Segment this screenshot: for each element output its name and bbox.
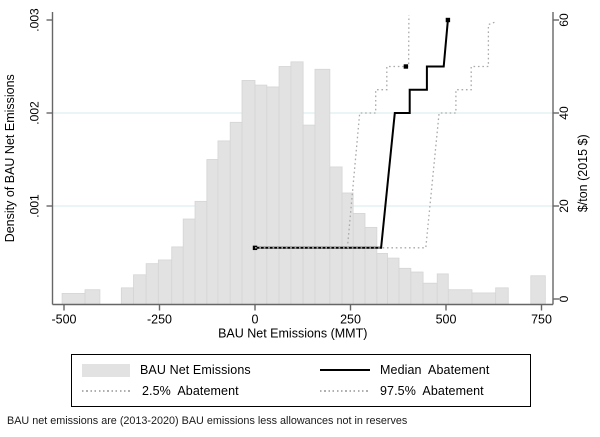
x-tick-label: -250 <box>147 313 172 327</box>
legend: BAU Net Emissions Median Abatement 2.5% … <box>71 354 531 407</box>
x-tick-label: 500 <box>436 313 457 327</box>
chart-footnote: BAU net emissions are (2013-2020) BAU em… <box>7 415 408 427</box>
abatement-band-line-1 <box>255 15 410 249</box>
histogram-bar <box>206 159 219 305</box>
y-right-tick-label: 40 <box>557 106 571 120</box>
legend-label: 97.5% Abatement <box>380 384 484 398</box>
legend-item-2-5-abatement: 2.5% Abatement <box>82 384 320 398</box>
line-marker <box>445 17 451 23</box>
x-axis-title: BAU Net Emissions (MMT) <box>218 327 367 341</box>
histogram-swatch-icon <box>82 363 130 377</box>
legend-item-median-abatement: Median Abatement <box>320 363 530 377</box>
solid-line-icon <box>320 369 370 371</box>
histogram-bar <box>290 61 304 305</box>
legend-item-97-5-abatement: 97.5% Abatement <box>320 384 530 398</box>
y-right-tick-label: 0 <box>557 295 571 302</box>
legend-label: BAU Net Emissions <box>140 363 251 377</box>
y-right-axis-title: $/ton (2015 $) <box>576 134 590 212</box>
y-left-axis-title: Density of BAU Net Emissions <box>3 74 17 242</box>
histogram-bar <box>217 140 231 305</box>
legend-item-bau-net-emissions: BAU Net Emissions <box>82 363 320 377</box>
y-left-tick-label: .001 <box>28 194 42 218</box>
histogram-bar <box>278 66 292 305</box>
histogram-bar <box>266 86 280 305</box>
histogram-bar <box>352 213 366 305</box>
abatement-band-line-2 <box>255 21 495 249</box>
histogram-bar <box>61 293 86 305</box>
histogram-bar <box>387 257 400 305</box>
histogram-bar <box>84 289 101 305</box>
x-tick-label: 0 <box>252 313 259 327</box>
histogram-bar <box>254 84 268 305</box>
histogram-bar <box>241 80 256 305</box>
x-tick-label: -500 <box>51 313 76 327</box>
histogram-bar <box>182 218 196 305</box>
histogram-bar <box>302 124 316 305</box>
histogram-bar <box>314 68 331 305</box>
histogram-bar <box>376 253 388 305</box>
histogram-bar <box>436 273 449 305</box>
histogram-bars <box>61 61 546 305</box>
chart-area: .001 .002 .003 0 20 40 60 -500 -250 0 250 500 750 Den… <box>3 8 590 341</box>
y-right-tick-label: 60 <box>557 13 571 27</box>
line-marker <box>403 64 409 69</box>
abatement-histogram-chart: .001 .002 .003 0 20 40 60 -500 -250 0 250 500 750 Den… <box>3 8 590 341</box>
dotted-line-icon <box>82 390 132 392</box>
y-left-tick-label: .002 <box>28 101 42 125</box>
histogram-bar <box>229 121 243 305</box>
histogram-bar <box>145 263 159 305</box>
histogram-bar <box>157 259 173 305</box>
y-right-tick-label: 20 <box>557 199 571 213</box>
legend-label: Median Abatement <box>380 363 490 377</box>
histogram-bar <box>171 246 184 305</box>
histogram-bar <box>364 226 378 305</box>
histogram-bar <box>120 287 134 305</box>
histogram-bar <box>133 274 147 305</box>
x-tick-label: 250 <box>340 313 361 327</box>
y-left-tick-label: .003 <box>28 8 42 32</box>
histogram-bar <box>329 166 343 305</box>
x-ticks: -500 -250 0 250 500 750 <box>51 304 552 327</box>
histogram-bar <box>422 282 438 305</box>
histogram-bar <box>447 289 473 305</box>
dotted-line-icon <box>320 390 370 392</box>
y-right-ticks: 0 20 40 60 <box>553 13 571 302</box>
y-left-ticks: .001 .002 .003 <box>28 8 53 218</box>
histogram-bar <box>398 267 412 305</box>
histogram-bar <box>471 292 497 305</box>
histogram-bar <box>495 287 509 305</box>
legend-label: 2.5% Abatement <box>142 384 239 398</box>
axes <box>51 12 554 306</box>
histogram-bar <box>194 200 208 305</box>
histogram-bar <box>530 275 546 305</box>
x-tick-label: 750 <box>531 313 552 327</box>
histogram-bar <box>410 271 424 305</box>
